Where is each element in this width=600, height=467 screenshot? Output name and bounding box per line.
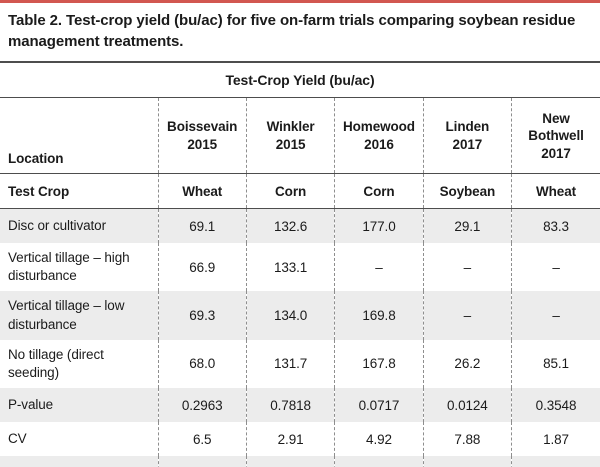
row-label: P-value xyxy=(8,397,54,413)
cell-value: 0.7818 xyxy=(245,388,335,423)
cell-value: 26.2 xyxy=(422,339,512,389)
test-crop-value: Soybean xyxy=(422,173,512,210)
cell-value: No xyxy=(157,456,247,467)
row-label: Significance xyxy=(0,456,158,467)
top-accent-rule xyxy=(0,0,600,3)
cell-value: 133.1 xyxy=(245,242,335,292)
cell-value: 29.1 xyxy=(422,208,512,243)
row-label: Vertical tillage – high disturbance xyxy=(8,249,130,284)
cell-value: 167.8 xyxy=(334,339,424,389)
cell-value: 66.9 xyxy=(157,242,247,292)
row-label: Vertical tillage – low disturbance xyxy=(8,298,125,332)
cell-value: No xyxy=(334,456,424,467)
cell-value: 6.5 xyxy=(157,422,247,457)
cell-value: 2.91 xyxy=(245,422,335,457)
cell-value: 7.88 xyxy=(422,422,512,457)
row-label: No tillage (direct seeding) xyxy=(8,346,104,380)
table-row: Vertical tillage – high disturbance 66.9… xyxy=(0,242,600,292)
table-row: CV 6.5 2.91 4.92 7.88 1.87 xyxy=(0,422,600,457)
table-row: Significance No No No Yes No xyxy=(0,456,600,467)
cell-value: 0.0124 xyxy=(422,388,512,423)
location-header-row: Location Boissevain 2015 Winkler 2015 Ho… xyxy=(0,97,600,175)
cell-value: 69.1 xyxy=(157,208,247,243)
cell-value: 85.1 xyxy=(511,339,600,389)
span-header-row: Test-Crop Yield (bu/ac) xyxy=(0,62,600,99)
test-crop-value: Corn xyxy=(245,173,335,210)
cell-value: Yes xyxy=(422,456,512,467)
table-row: No tillage (direct seeding) 68.0 131.7 1… xyxy=(0,339,600,389)
location-col-header: Boissevain 2015 xyxy=(157,97,247,175)
cell-value: 68.0 xyxy=(157,339,247,389)
cell-value: 0.3548 xyxy=(511,388,600,423)
cell-value: – xyxy=(334,242,424,292)
table-row: Disc or cultivator 69.1 132.6 177.0 29.1… xyxy=(0,208,600,243)
cell-value: 169.8 xyxy=(334,291,424,340)
cell-value: No xyxy=(245,456,335,467)
cell-value: 0.0717 xyxy=(334,388,424,423)
cell-value: – xyxy=(422,291,512,340)
location-col-header: Homewood 2016 xyxy=(334,97,424,175)
test-crop-value: Wheat xyxy=(157,173,247,210)
cell-value: – xyxy=(422,242,512,292)
table-caption: Table 2. Test-crop yield (bu/ac) for fiv… xyxy=(8,12,576,50)
cell-value: 1.87 xyxy=(511,422,600,457)
location-col-header: Linden 2017 xyxy=(422,97,512,175)
test-crop-value: Wheat xyxy=(511,173,600,210)
span-header: Test-Crop Yield (bu/ac) xyxy=(0,62,600,99)
cell-value: 131.7 xyxy=(245,339,335,389)
cell-value: – xyxy=(511,242,600,292)
test-crop-value: Corn xyxy=(334,173,424,210)
cell-value: 177.0 xyxy=(334,208,424,243)
data-table: Test-Crop Yield (bu/ac) Location Boissev… xyxy=(0,61,600,467)
cell-value: 69.3 xyxy=(157,291,247,340)
test-crop-row: Test Crop Wheat Corn Corn Soybean Wheat xyxy=(0,173,600,210)
row-label: Disc or cultivator xyxy=(8,218,106,234)
row-label: CV xyxy=(8,431,27,447)
cell-value: No xyxy=(511,456,600,467)
cell-value: 0.2963 xyxy=(157,388,247,423)
cell-value: – xyxy=(511,291,600,340)
cell-value: 132.6 xyxy=(245,208,335,243)
cell-value: 83.3 xyxy=(511,208,600,243)
table-row: Vertical tillage – low disturbance 69.3 … xyxy=(0,291,600,340)
cell-value: 134.0 xyxy=(245,291,335,340)
test-crop-header: Test Crop xyxy=(0,173,158,210)
cell-value: 4.92 xyxy=(334,422,424,457)
location-col-header: New Bothwell 2017 xyxy=(511,97,600,175)
table-row: P-value 0.2963 0.7818 0.0717 0.0124 0.35… xyxy=(0,388,600,423)
location-col-header: Winkler 2015 xyxy=(245,97,335,175)
location-header: Location xyxy=(0,97,158,175)
